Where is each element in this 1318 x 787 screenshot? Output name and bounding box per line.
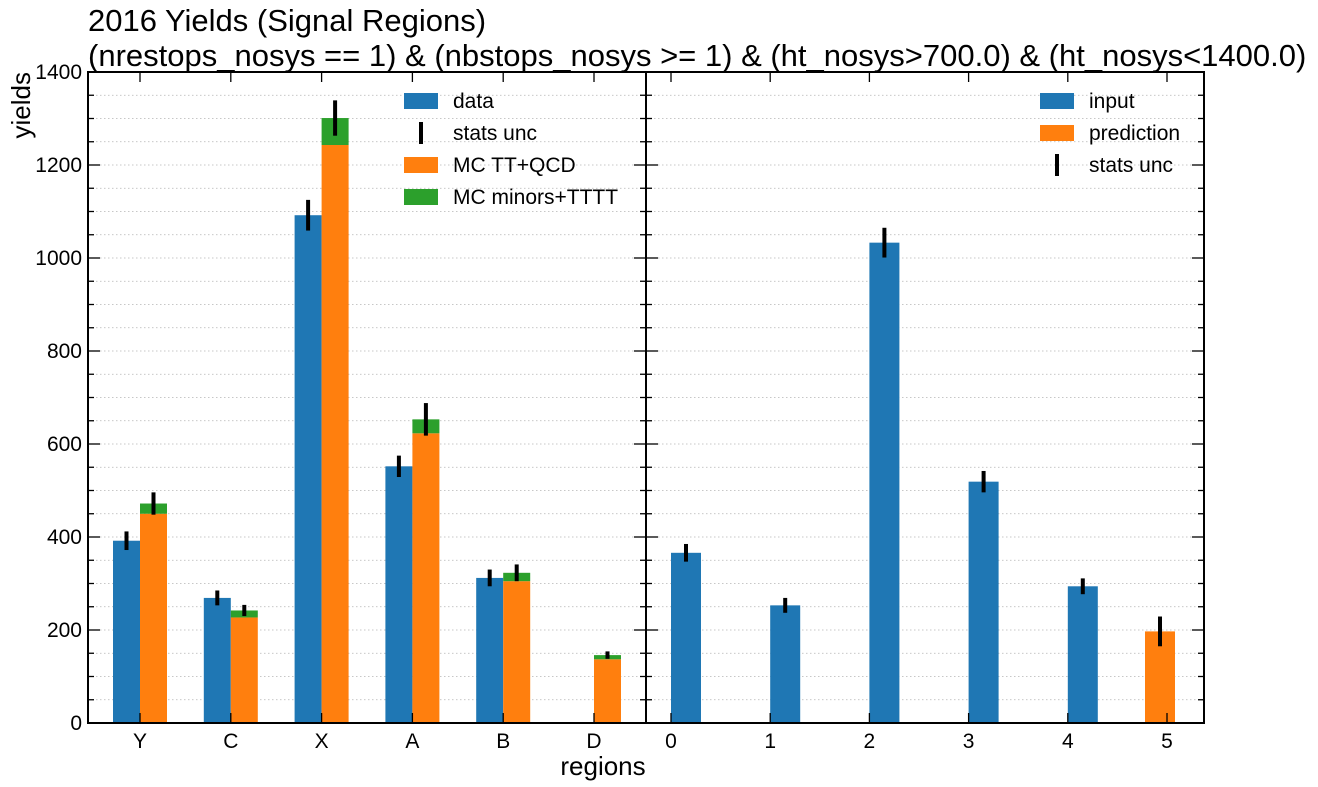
- legend-label: MC TT+QCD: [453, 154, 576, 177]
- data-bar: [203, 597, 231, 723]
- y-tick-label: 0: [70, 712, 82, 735]
- chart-subtitle: (nrestops_nosys == 1) & (nbstops_nosys >…: [88, 38, 1306, 73]
- x-axis-label: regions: [560, 751, 645, 781]
- chart-title: 2016 Yields (Signal Regions): [88, 3, 486, 38]
- x-tick-label: 5: [1161, 730, 1173, 753]
- legend-swatch: [404, 93, 438, 109]
- mc-tt-qcd-bar: [594, 659, 621, 723]
- x-tick-label: Y: [133, 730, 147, 753]
- x-tick-label: B: [496, 730, 510, 753]
- y-tick-label: 800: [47, 340, 82, 363]
- y-tick-label: 1000: [35, 247, 82, 270]
- mc-tt-qcd-bar: [140, 513, 167, 723]
- legend-swatch: [404, 189, 438, 205]
- prediction-bar: [1145, 631, 1175, 723]
- x-tick-label: X: [315, 730, 329, 753]
- data-bar: [113, 540, 140, 723]
- y-tick-label: 600: [47, 433, 82, 456]
- legend-label: stats unc: [453, 122, 537, 145]
- data-bar: [476, 577, 504, 723]
- y-tick-label: 1200: [35, 154, 82, 177]
- x-tick-label: 4: [1062, 730, 1074, 753]
- x-tick-label: 3: [963, 730, 975, 753]
- x-tick-label: A: [405, 730, 419, 753]
- input-bar: [869, 242, 900, 723]
- mc-tt-qcd-bar: [321, 145, 349, 723]
- legend-label: MC minors+TTTT: [453, 186, 618, 209]
- y-tick-label: 200: [47, 619, 82, 642]
- plot-area: Y C X A B D 0 1 2 3 4 5 0 200 400 600 800 1000 1200 1400 dat…: [35, 61, 1205, 753]
- legend-swatch: [1040, 125, 1074, 141]
- legend-label: input: [1089, 90, 1135, 113]
- legend-label: data: [453, 90, 494, 113]
- mc-tt-qcd-bar: [412, 433, 440, 723]
- x-tick-label: D: [586, 730, 601, 753]
- legend-label: prediction: [1089, 122, 1180, 145]
- legend-swatch: [1040, 93, 1074, 109]
- mc-tt-qcd-bar: [503, 581, 531, 723]
- data-bar: [385, 466, 413, 723]
- input-bar: [671, 552, 701, 723]
- legend-label: stats unc: [1089, 154, 1173, 177]
- input-bar: [1067, 586, 1098, 723]
- x-tick-label: C: [223, 730, 238, 753]
- x-tick-label: 1: [764, 730, 776, 753]
- mc-tt-qcd-bar: [230, 617, 258, 723]
- y-axis-label: yields: [6, 72, 36, 138]
- y-tick-label: 400: [47, 526, 82, 549]
- x-tick-label: 0: [665, 730, 677, 753]
- legend-swatch: [404, 157, 438, 173]
- input-bar: [770, 605, 801, 723]
- data-bar: [294, 215, 322, 723]
- input-bar: [968, 481, 999, 723]
- x-tick-label: 2: [864, 730, 876, 753]
- y-tick-label: 1400: [35, 61, 82, 84]
